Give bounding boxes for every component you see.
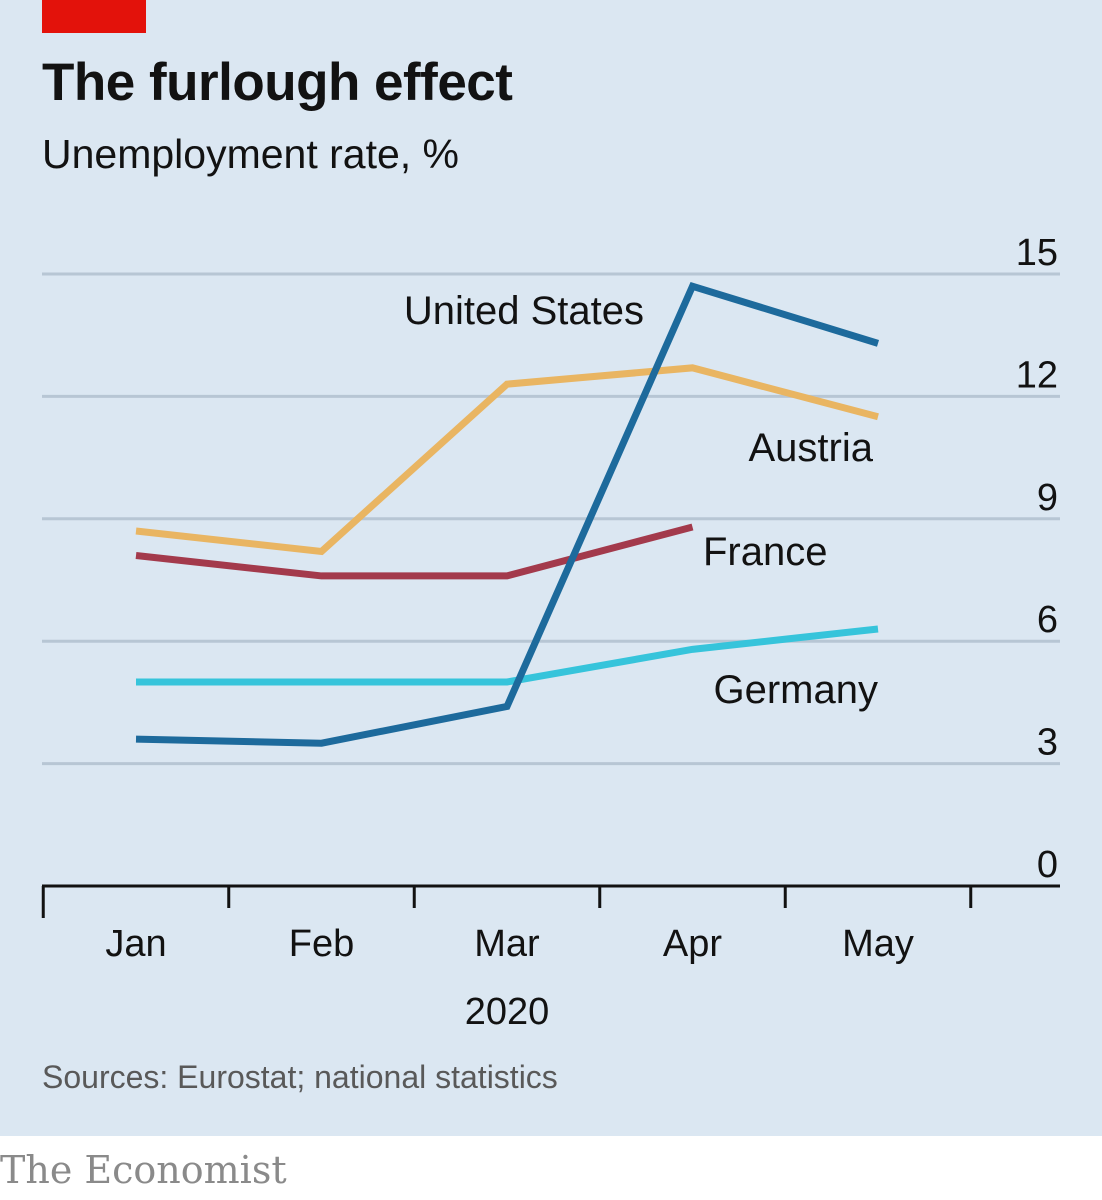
- y-tick-label: 3: [1037, 722, 1058, 764]
- series-label-france: France: [703, 530, 828, 574]
- series-line-france: [135, 523, 694, 580]
- series-label-germany: Germany: [714, 668, 879, 712]
- chart-subtitle: Unemployment rate, %: [42, 131, 460, 177]
- x-tick-label: Mar: [474, 923, 540, 965]
- x-tick-label: May: [842, 923, 914, 965]
- series-line-austria: [135, 364, 879, 556]
- source-note: Sources: Eurostat; national statistics: [42, 1059, 558, 1095]
- y-tick-label: 12: [1016, 354, 1058, 396]
- series-line-germany: [136, 625, 879, 686]
- series-line-united-states: [135, 281, 880, 747]
- publisher-logo: The Economist: [0, 1148, 287, 1192]
- gridlines: [42, 272, 1060, 766]
- line-chart: 0 3 6 9 12 15 Jan Feb Mar Apr May 2020 Austria Fran…: [41, 232, 1060, 1033]
- series-labels: Austria France Germany United States: [404, 289, 878, 712]
- x-axis-year-label: 2020: [465, 991, 550, 1033]
- chart-panel: [0, 0, 1102, 1136]
- y-tick-label: 15: [1016, 232, 1058, 274]
- x-tick-label: Apr: [663, 923, 722, 965]
- x-tick-label: Jan: [105, 923, 166, 965]
- series-label-united-states: United States: [404, 289, 644, 333]
- x-tick-label: Feb: [289, 923, 354, 965]
- series-lines: [135, 281, 880, 747]
- x-axis: Jan Feb Mar Apr May 2020: [41, 884, 1060, 1033]
- chart-title: The furlough effect: [42, 53, 513, 112]
- y-axis-ticks: 0 3 6 9 12 15: [1016, 232, 1058, 886]
- y-tick-label: 6: [1037, 599, 1058, 641]
- series-label-austria: Austria: [749, 426, 874, 470]
- y-tick-label: 0: [1037, 844, 1058, 886]
- brand-red-tag: [42, 0, 146, 33]
- y-tick-label: 9: [1037, 477, 1058, 519]
